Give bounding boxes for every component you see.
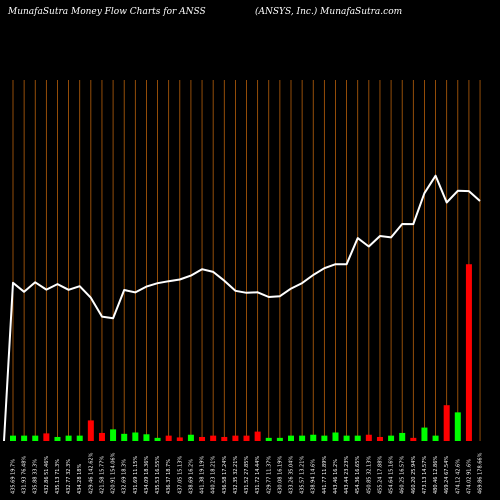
price-series-line xyxy=(3,174,481,442)
volume-bar xyxy=(276,437,283,441)
x-tick-label: 438.69 16.2% xyxy=(188,459,194,494)
volume-bar xyxy=(121,433,128,441)
x-tick-label: 441.77 11.89% xyxy=(322,456,328,494)
x-tick-label: 473.13 14.57% xyxy=(422,456,428,494)
x-tick-label: 450.85 32.13% xyxy=(366,456,372,494)
volume-bar xyxy=(376,436,383,441)
volume-bar xyxy=(54,436,61,441)
volume-bar xyxy=(143,434,150,441)
volume-bar xyxy=(343,435,350,441)
volume-bar xyxy=(254,431,261,441)
volume-bar xyxy=(87,420,94,441)
x-tick-label: 434.28 18% xyxy=(77,464,83,494)
volume-bar xyxy=(332,432,339,441)
x-tick-label: 437.05 15.13% xyxy=(177,456,183,494)
volume-bar xyxy=(43,433,50,441)
volume-bar xyxy=(176,437,183,441)
volume-bar xyxy=(432,435,439,441)
x-tick-label: 432.77 32.3% xyxy=(66,459,72,494)
volume-bar xyxy=(199,436,206,441)
volume-bar xyxy=(243,435,250,441)
volume-bars xyxy=(10,264,472,441)
x-tick-label: 432.69 18.3% xyxy=(122,459,128,494)
volume-bar xyxy=(265,437,272,441)
volume-bar xyxy=(288,435,294,441)
volume-bar xyxy=(65,435,72,441)
x-tick-label: 474.02 91.6% xyxy=(466,459,472,494)
chart-title: MunafaSutra Money Flow Charts for ANSS xyxy=(8,7,206,17)
x-tick-label: 469.24 67.54% xyxy=(444,456,450,494)
volume-bar xyxy=(321,435,328,441)
volume-bar xyxy=(21,435,28,441)
x-tick-label: 435.53 16.55% xyxy=(155,456,161,494)
gridlines xyxy=(12,80,481,441)
x-tick-label: 431.93 76.48% xyxy=(22,456,28,494)
x-tick-label: 443.46 16.2% xyxy=(333,459,339,494)
x-tick-label: 431.72 14.44% xyxy=(255,456,261,494)
volume-bar xyxy=(310,434,317,441)
volume-bar xyxy=(154,437,161,441)
x-tick-label: 421.58 15.77% xyxy=(99,456,105,494)
volume-bar xyxy=(232,435,239,441)
volume-bar xyxy=(299,435,306,441)
volume-bar xyxy=(165,435,172,441)
x-tick-label: 480.46 12.86% xyxy=(433,456,439,494)
volume-bar xyxy=(410,437,417,441)
x-axis-labels: 435.69 19.7% 431.93 76.48% 435.88 33.3% 432… xyxy=(11,452,484,494)
x-tick-label: 454.36 16.65% xyxy=(355,456,361,494)
x-tick-label: 469.86 178.66% xyxy=(478,452,484,494)
x-tick-label: 435.88 33.3% xyxy=(33,459,39,494)
x-tick-label: 434.09 18.36% xyxy=(144,456,150,494)
x-tick-label: 440.23 18.21% xyxy=(211,456,217,494)
volume-bar xyxy=(365,434,372,441)
volume-bar xyxy=(32,435,39,441)
x-tick-label: 436.58 17.24% xyxy=(222,456,228,494)
x-tick-label: 435.13 71.3% xyxy=(55,459,61,494)
x-tick-label: 431.52 27.85% xyxy=(244,456,250,494)
volume-bar xyxy=(421,427,428,441)
x-tick-label: 432.35 32.21% xyxy=(233,456,239,494)
x-tick-label: 430.08 16.19% xyxy=(277,456,283,494)
x-tick-label: 420.91 154.06% xyxy=(111,452,117,494)
x-tick-label: 435.69 19.7% xyxy=(11,459,17,494)
x-tick-label: 431.69 11.15% xyxy=(133,456,139,494)
x-tick-label: 429.77 11.37% xyxy=(266,456,272,494)
x-tick-label: 435.57 13.21% xyxy=(300,456,306,494)
x-tick-label: 429.46 142.62% xyxy=(88,452,94,494)
volume-bar xyxy=(110,429,117,441)
volume-bar xyxy=(399,432,406,441)
volume-bar xyxy=(210,435,217,441)
volume-bar xyxy=(443,405,450,441)
volume-bar xyxy=(454,412,461,441)
chart-subtitle: (ANSYS, Inc.) MunafaSutra.com xyxy=(255,7,403,17)
x-tick-label: 432.86 51.46% xyxy=(44,456,50,494)
x-tick-label: 460.25 16.57% xyxy=(400,456,406,494)
x-tick-label: 474.12 42.6% xyxy=(455,459,461,494)
volume-bar xyxy=(388,435,395,441)
volume-bar xyxy=(98,432,105,441)
x-tick-label: 441.38 19.19% xyxy=(200,456,206,494)
volume-bar xyxy=(132,432,139,441)
x-tick-label: 460.20 25.94% xyxy=(411,456,417,494)
x-tick-label: 443.44 23.23% xyxy=(344,456,350,494)
x-tick-label: 455.24 17.88% xyxy=(377,456,383,494)
volume-bar xyxy=(10,435,16,441)
price-line xyxy=(3,174,481,442)
x-tick-label: 433.26 35.04% xyxy=(289,456,295,494)
x-tick-label: 454.64 15.16% xyxy=(389,456,395,494)
x-tick-label: 438.94 14.6% xyxy=(311,459,317,494)
volume-bar xyxy=(465,264,472,441)
volume-bar xyxy=(221,436,228,441)
volume-bar xyxy=(76,435,83,441)
x-tick-label: 436.37 18.7% xyxy=(166,459,172,494)
volume-bar xyxy=(354,435,361,441)
volume-bar xyxy=(187,434,194,441)
